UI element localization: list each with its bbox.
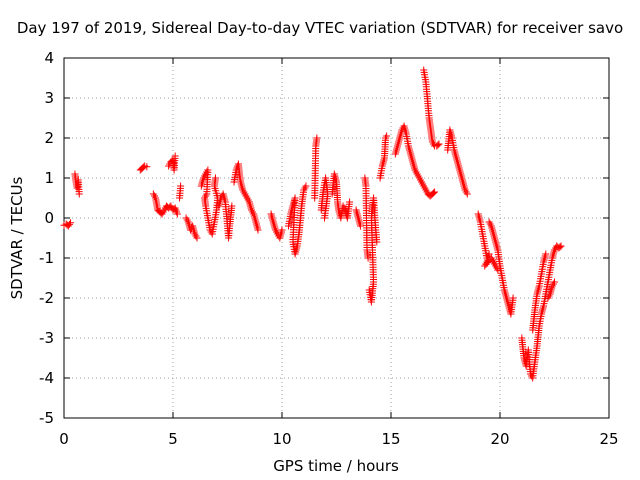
y-tick-label: 1: [44, 169, 54, 187]
y-tick-label: -3: [39, 329, 54, 347]
data-point: [254, 226, 262, 234]
data-point: [557, 242, 565, 250]
x-tick-label: 25: [599, 430, 618, 448]
data-point: [556, 243, 564, 251]
plot-frame: [63, 57, 610, 419]
x-tick-label: 20: [490, 430, 509, 448]
data-point: [435, 140, 443, 148]
x-tick-label: 15: [381, 430, 400, 448]
chart-title: Day 197 of 2019, Sidereal Day-to-day VTE…: [17, 19, 623, 37]
data-point: [463, 190, 471, 198]
axis-ticks: 0 5 10 15 20 25 -5 -4 -3 -2 -1 0 1 2 3 4: [39, 49, 619, 448]
data-point: [356, 222, 364, 230]
y-tick-label: 3: [44, 89, 54, 107]
x-tick-label: 0: [59, 430, 69, 448]
y-tick-label: 2: [44, 129, 54, 147]
y-tick-label: -2: [39, 289, 54, 307]
data-point: [143, 163, 151, 171]
y-tick-label: 0: [44, 209, 54, 227]
y-tick-label: -1: [39, 249, 54, 267]
data-point: [509, 294, 517, 302]
x-axis-label: GPS time / hours: [273, 457, 399, 475]
data-point: [542, 250, 550, 258]
data-point: [173, 210, 181, 218]
data-point: [364, 254, 372, 262]
data-point: [434, 141, 442, 149]
data-point: [346, 198, 354, 206]
y-tick-label: -4: [39, 369, 54, 387]
data-point: [193, 234, 201, 242]
data-point: [212, 174, 220, 182]
data-point: [302, 182, 310, 190]
y-axis-label: SDTVAR / TECUs: [8, 176, 26, 299]
x-tick-label: 5: [168, 430, 178, 448]
data-points: [60, 66, 565, 382]
data-point: [373, 238, 381, 246]
data-point: [313, 134, 321, 142]
y-tick-label: 4: [44, 49, 54, 67]
data-point: [431, 188, 439, 196]
data-point: [321, 214, 329, 222]
data-point: [551, 278, 558, 286]
data-point: [228, 202, 236, 210]
data-point: [177, 182, 185, 190]
data-point: [75, 190, 83, 198]
data-point: [171, 152, 179, 160]
data-point: [430, 189, 438, 197]
data-point: [278, 226, 286, 234]
x-tick-label: 10: [272, 430, 291, 448]
data-point: [67, 219, 75, 227]
data-point: [383, 132, 391, 140]
data-point: [65, 220, 73, 228]
y-tick-label: -5: [39, 409, 54, 427]
